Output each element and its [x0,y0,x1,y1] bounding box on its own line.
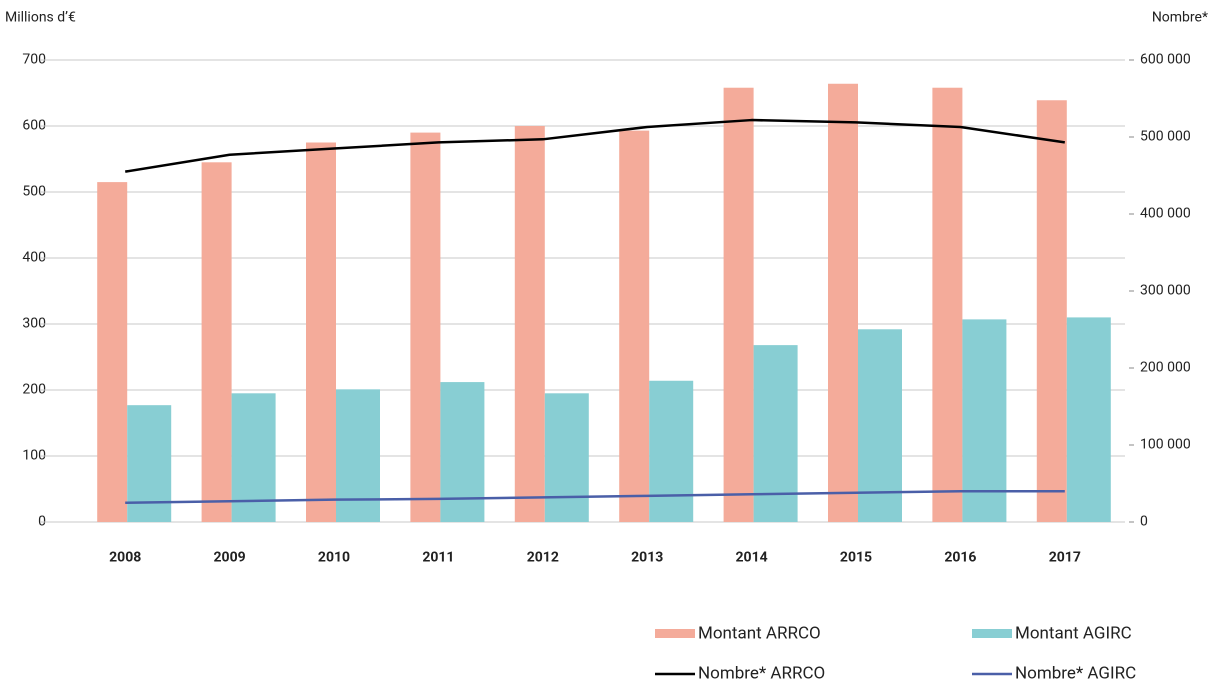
y2-tick-label: 0 [1140,514,1148,530]
x-tick-label: 2009 [214,550,246,566]
y2-tick-label: 500 000 [1140,129,1191,145]
legend-label: Nombre* AGIRC [1015,663,1136,683]
bar [515,126,545,522]
x-tick-label: 2012 [527,550,559,566]
x-tick-label: 2017 [1049,550,1081,566]
bar [440,382,484,522]
bar [545,393,589,522]
y2-tick-label: 600 000 [1140,52,1191,68]
x-tick-label: 2016 [944,550,976,566]
bar [232,393,276,522]
legend-label: Montant ARRCO [698,623,821,643]
bar [1067,317,1111,522]
y2-axis-label: Nombre* [1152,10,1208,26]
bar [410,133,440,522]
x-tick-label: 2015 [840,550,872,566]
x-tick-label: 2014 [736,550,768,566]
y2-tick-label: 300 000 [1140,283,1191,299]
legend-swatch [655,629,695,638]
bar [932,88,962,522]
chart: Millions d’€ Nombre* 0100200300400500600… [0,0,1213,687]
x-tick-label: 2013 [631,550,663,566]
bar [828,84,858,522]
bar [754,345,798,522]
x-tick-label: 2010 [318,550,350,566]
bar [306,143,336,523]
x-tick-label: 2008 [109,550,141,566]
legend-label: Nombre* ARRCO [698,663,825,683]
bar [127,405,171,522]
x-tick-label: 2011 [422,550,454,566]
legend-label: Montant AGIRC [1015,623,1132,643]
bar [336,389,380,522]
line [125,120,1065,172]
y2-tick-label: 100 000 [1140,437,1191,453]
legend: Montant ARRCO Montant AGIRC Nombre* ARRCO N… [655,623,1136,683]
bar [649,381,693,522]
y-axis-label: Millions d’€ [5,10,76,26]
y2-tick-label: 200 000 [1140,360,1191,376]
bar [97,182,127,522]
bar [724,88,754,522]
bar [1037,100,1067,522]
y2-tick-label: 400 000 [1140,206,1191,222]
legend-swatch [972,629,1012,638]
bar [619,131,649,522]
bar [202,162,232,522]
